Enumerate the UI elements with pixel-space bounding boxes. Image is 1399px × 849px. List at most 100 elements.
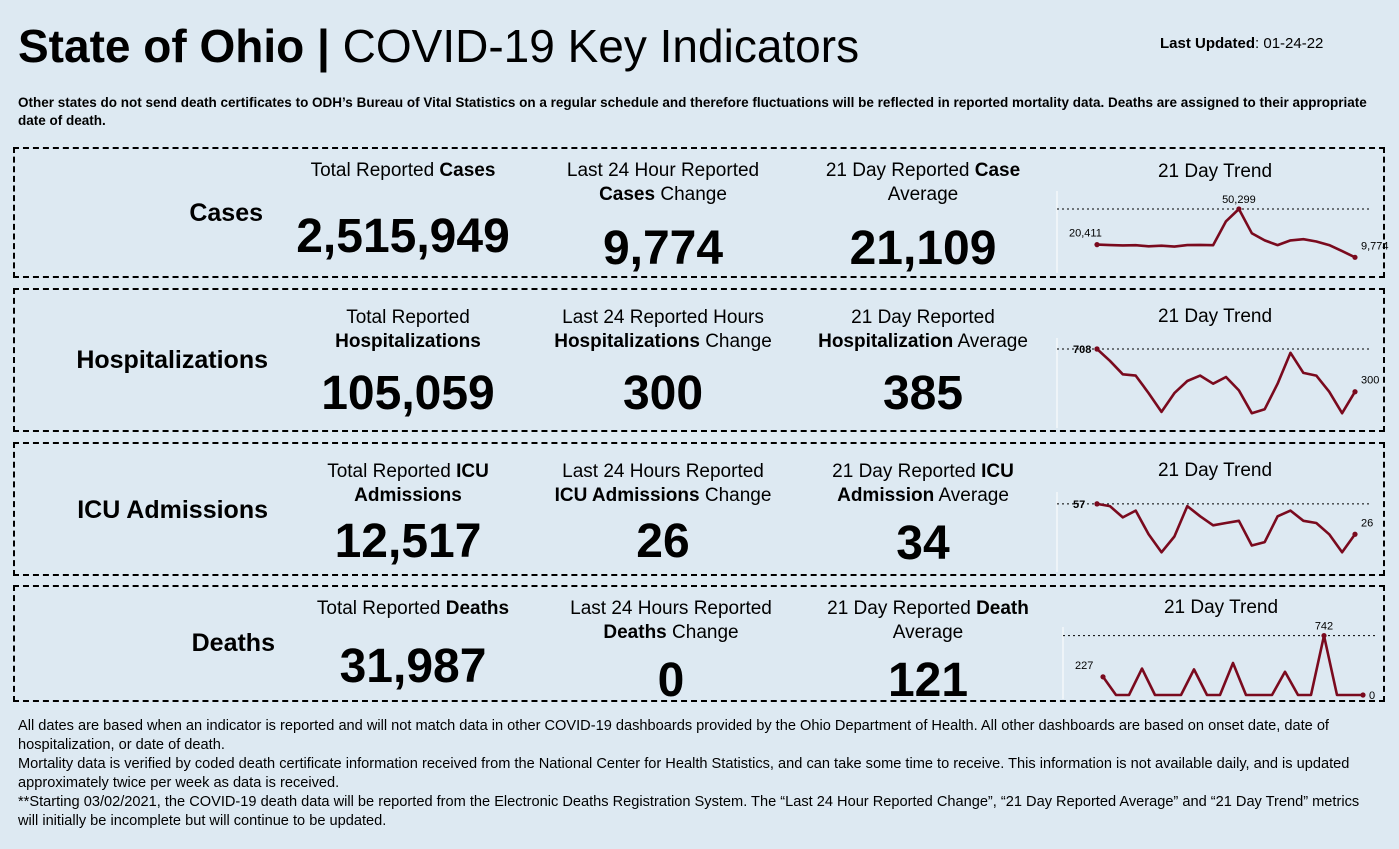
cases-total-value: 2,515,949 [296, 210, 510, 263]
deaths-avg-col: 21 Day Reported Death Average 121 [803, 597, 1053, 707]
deaths-marker-first [1100, 674, 1106, 680]
footer-line-3: **Starting 03/02/2021, the COVID-19 deat… [18, 794, 1360, 829]
cases-total-bold: Cases [439, 160, 496, 181]
icu-trend-line [1096, 502, 1357, 554]
icu-avg-pre: 21 Day Reported [832, 461, 982, 482]
cases-total-head: Total Reported Cases [283, 159, 523, 183]
cases-avg-bold: Case [974, 160, 1021, 181]
icu-change-value: 26 [636, 515, 690, 568]
icu-marker-max [1094, 501, 1100, 507]
hosp-change-pre: Last 24 Reported Hours [562, 307, 764, 328]
footer-notes: All dates are based when an indicator is… [18, 717, 1383, 831]
icu-last-label: 26 [1361, 517, 1373, 529]
hospitalizations-panel: Hospitalizations Total Reported Hospitali… [13, 288, 1385, 432]
icu-total-head: Total Reported ICU Admissions [283, 460, 533, 508]
hospitalizations-trend-line [1096, 348, 1357, 415]
deaths-avg-pre: 21 Day Reported [827, 598, 977, 619]
cases-avg-value: 21,109 [849, 222, 997, 275]
footer-line-2: Mortality data is verified by coded deat… [18, 756, 1350, 791]
icu-avg-post: Average [934, 485, 1009, 506]
deaths-trend-line [1101, 634, 1363, 697]
icu-total-bold2: Admissions [354, 485, 462, 506]
deaths-trend-title: 21 Day Trend [1163, 597, 1279, 618]
hosp-avg-col: 21 Day Reported Hospitalization Average 3… [793, 306, 1053, 426]
icu-avg-bold2: Admission [837, 485, 935, 506]
deaths-last-label: 0 [1369, 690, 1375, 702]
hospitalizations-marker-last [1352, 389, 1358, 395]
deaths-change-col: Last 24 Hours Reported Deaths Change 0 [543, 597, 799, 707]
icu-change-bold: ICU Admissions [554, 485, 700, 506]
cases-marker-first [1094, 242, 1100, 248]
deaths-change-value: 0 [657, 654, 685, 707]
hosp-trend-chart: 708 300 [1056, 338, 1379, 428]
hosp-total-col: Total Reported Hospitalizations 105,059 [283, 306, 533, 426]
icu-change-post: Change [699, 485, 772, 506]
hosp-avg-bold: Hospitalization [818, 331, 954, 352]
title-bold: State of Ohio | [18, 20, 330, 72]
deaths-total-value: 31,987 [339, 640, 487, 693]
cases-label: Cases [189, 199, 263, 227]
hosp-change-post: Change [699, 331, 772, 352]
deaths-avg-head: 21 Day Reported Death Average [803, 597, 1053, 645]
cases-panel: Cases Total Reported Cases 2,515,949 Las… [13, 147, 1389, 278]
cases-total-pre: Total Reported [310, 160, 440, 181]
deaths-max-label: 742 [1315, 621, 1333, 633]
hosp-total-head: Total Reported Hospitalizations [283, 306, 533, 354]
cases-avg-head: 21 Day Reported Case Average [803, 159, 1043, 207]
deaths-total-col: Total Reported Deaths 31,987 [293, 597, 533, 697]
cases-trend-line [1096, 207, 1356, 259]
cases-last-label: 9,774 [1361, 240, 1389, 252]
cases-change-value: 9,774 [602, 222, 724, 275]
deaths-total-pre: Total Reported [316, 598, 446, 619]
icu-total-col: Total Reported ICU Admissions 12,517 [283, 460, 533, 572]
cases-change-head: Last 24 Hour Reported Cases Change [543, 159, 783, 207]
icu-change-col: Last 24 Hours Reported ICU Admissions Cha… [533, 460, 793, 572]
icu-avg-head: 21 Day Reported ICU Admission Average [793, 460, 1053, 508]
hosp-change-bold: Hospitalizations [554, 331, 700, 352]
deaths-total-head: Total Reported Deaths [293, 597, 533, 621]
hosp-change-col: Last 24 Reported Hours Hospitalizations C… [533, 306, 793, 426]
last-updated-value: : 01-24-22 [1255, 35, 1324, 52]
icu-change-head: Last 24 Hours Reported ICU Admissions Cha… [533, 460, 793, 508]
deaths-change-post: Change [666, 622, 739, 643]
icu-trend-title: 21 Day Trend [1157, 460, 1273, 481]
deaths-total-bold: Deaths [445, 598, 510, 619]
deaths-change-pre: Last 24 Hours Reported [570, 598, 772, 619]
icu-label: ICU Admissions [77, 496, 268, 524]
icu-avg-value: 34 [896, 517, 950, 570]
icu-avg-col: 21 Day Reported ICU Admission Average 34 [793, 460, 1053, 572]
deaths-panel: Deaths Total Reported Deaths 31,987 Last… [13, 585, 1385, 707]
page-title: State of Ohio | COVID-19 Key Indicators [18, 18, 859, 74]
hosp-avg-value: 385 [882, 367, 964, 420]
deaths-change-head: Last 24 Hours Reported Deaths Change [543, 597, 799, 645]
hosp-trend-title: 21 Day Trend [1157, 306, 1273, 327]
icu-change-pre: Last 24 Hours Reported [562, 461, 764, 482]
cases-first-label: 20,411 [1069, 228, 1102, 240]
hospitalizations-marker-max [1094, 346, 1100, 352]
deaths-avg-post: Average [892, 622, 964, 643]
icu-total-pre: Total Reported [327, 461, 457, 482]
icu-total-value: 12,517 [334, 515, 482, 568]
mortality-note: Other states do not send death certifica… [18, 95, 1367, 128]
cases-trend-chart: 50,299 20,411 9,774 [1056, 191, 1389, 273]
hosp-total-bold: Hospitalizations [335, 331, 481, 352]
cases-avg-pre: 21 Day Reported [825, 160, 975, 181]
last-updated: Last Updated: 01-24-22 [1160, 35, 1323, 52]
deaths-avg-bold: Death [976, 598, 1029, 619]
deaths-label: Deaths [191, 629, 275, 657]
hosp-total-pre: Total Reported [346, 307, 470, 328]
hosp-avg-post: Average [953, 331, 1028, 352]
hosp-avg-head: 21 Day Reported Hospitalization Average [793, 306, 1053, 354]
hospitalizations-label: Hospitalizations [76, 346, 268, 374]
icu-max-label: 57 [1073, 499, 1085, 511]
icu-total-bold1: ICU [456, 461, 489, 482]
hospitalizations-max-label: 708 [1073, 344, 1091, 356]
hosp-change-head: Last 24 Reported Hours Hospitalizations C… [533, 306, 793, 354]
cases-avg-post: Average [887, 184, 959, 205]
deaths-trend-chart: 742 227 0 [1062, 621, 1377, 702]
cases-max-label: 50,299 [1222, 194, 1256, 206]
deaths-avg-value: 121 [887, 654, 969, 707]
hosp-avg-pre: 21 Day Reported [851, 307, 995, 328]
icu-trend-chart: 57 26 [1056, 492, 1373, 572]
deaths-marker-max [1321, 633, 1327, 639]
